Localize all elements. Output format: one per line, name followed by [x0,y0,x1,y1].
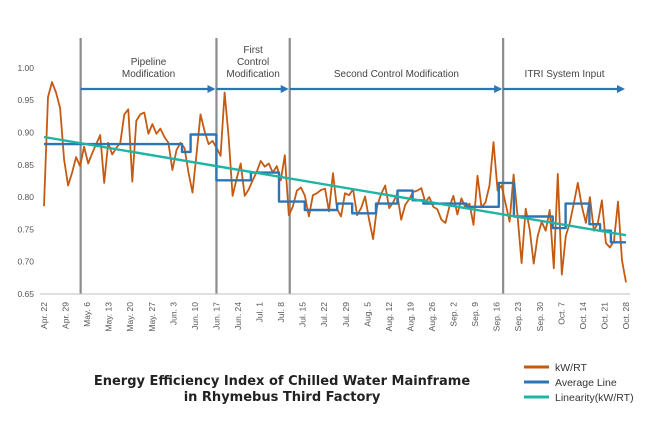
legend-label: kW/RT [555,362,587,374]
phase-label: Second Control Modification [334,69,459,80]
y-tick-label: 0.85 [17,160,34,170]
x-tick-label: Jul. 15 [298,302,308,327]
x-tick-label: May. 20 [125,302,135,332]
y-tick-label: 0.75 [17,224,34,234]
phase-label: Control [237,57,269,68]
chart-title-line-2: in Rhymebus Third Factory [184,390,381,405]
x-tick-label: Aug. 5 [362,302,372,327]
legend: kW/RT Average Line Linearity(kW/RT) [524,362,634,404]
x-tick-label: Oct. 21 [599,302,609,330]
x-tick-label: Jul. 8 [276,302,286,323]
series-line-2 [43,135,627,237]
x-tick-label: Jun. 17 [211,302,221,330]
x-tick-label: Aug. 19 [405,302,415,332]
y-tick-label: 0.70 [17,257,34,267]
phase-label: Modification [122,69,175,80]
x-tick-label: Oct. 7 [556,302,566,325]
series-line-0 [43,81,627,283]
series-layer [43,81,627,283]
x-tick-label: Aug. 12 [384,302,394,332]
x-tick-label: Sep. 30 [535,302,545,332]
chart-title: Energy Efficiency Index of Chilled Water… [94,374,470,405]
x-tick-label: May. 6 [82,302,92,327]
y-tick-label: 1.00 [17,63,34,73]
phase-label: First [243,45,263,56]
series-line-1 [44,133,626,244]
legend-label: Linearity(kW/RT) [555,392,634,404]
x-tick-label: May. 13 [104,302,114,332]
x-tick-label: Sep. 16 [492,302,502,332]
y-tick-label: 0.65 [17,289,34,299]
x-tick-label: Sep. 23 [513,302,523,332]
x-tick-label: May. 27 [147,302,157,332]
x-tick-label: Jun. 3 [168,302,178,325]
phase-label: Modification [226,69,279,80]
y-axis: 0.65 0.70 0.75 0.80 0.85 0.90 0.95 1.00 [17,63,34,299]
phase-label: Pipeline [131,57,167,68]
y-tick-label: 0.95 [17,95,34,105]
x-tick-label: Apr. 29 [61,302,71,329]
phase-label: ITRI System Input [525,69,605,80]
x-tick-label: Apr. 22 [39,302,49,329]
phase-labels: PipelineModificationFirstControlModifica… [122,45,605,80]
x-tick-label: Oct. 28 [621,302,631,330]
x-tick-label: Jul. 29 [341,302,351,327]
x-tick-label: Jun. 10 [190,302,200,330]
x-tick-label: Jul. 1 [255,302,265,323]
x-tick-label: Sep. 2 [449,302,459,327]
x-tick-label: Aug. 26 [427,302,437,332]
legend-label: Average Line [555,377,617,389]
x-tick-label: Oct. 14 [578,302,588,330]
x-tick-label: Jun. 24 [233,302,243,330]
x-tick-label: Jul. 22 [319,302,329,327]
x-axis: Apr. 22 Apr. 29 May. 6 May. 13 May. 20 May. 2… [39,293,631,332]
y-tick-label: 0.90 [17,128,34,138]
chart-title-line-1: Energy Efficiency Index of Chilled Water… [94,374,470,389]
x-tick-label: Sep. 9 [470,302,480,327]
y-tick-label: 0.80 [17,192,34,202]
